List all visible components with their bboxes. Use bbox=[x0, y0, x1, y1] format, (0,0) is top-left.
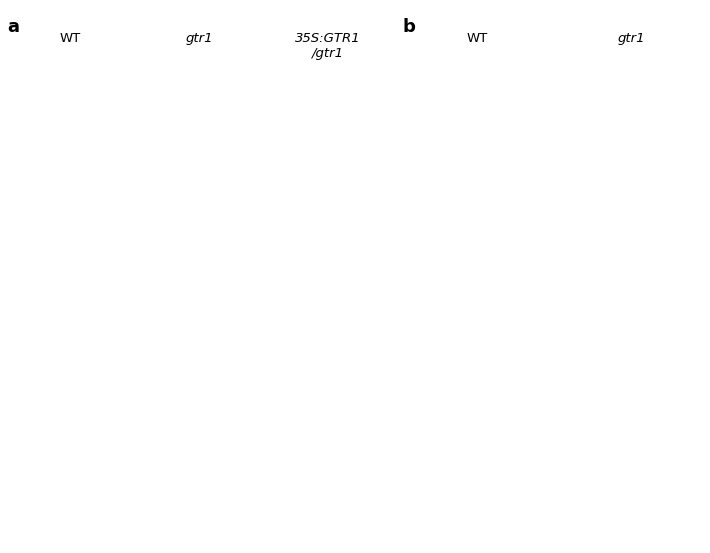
Text: gtr1: gtr1 bbox=[185, 32, 213, 45]
Text: 35S:GTR1
/gtr1: 35S:GTR1 /gtr1 bbox=[295, 33, 361, 60]
Text: a: a bbox=[7, 18, 19, 36]
Text: b: b bbox=[402, 18, 415, 36]
Text: gtr1: gtr1 bbox=[618, 32, 645, 45]
Text: WT: WT bbox=[60, 32, 81, 45]
Text: WT: WT bbox=[467, 32, 488, 45]
